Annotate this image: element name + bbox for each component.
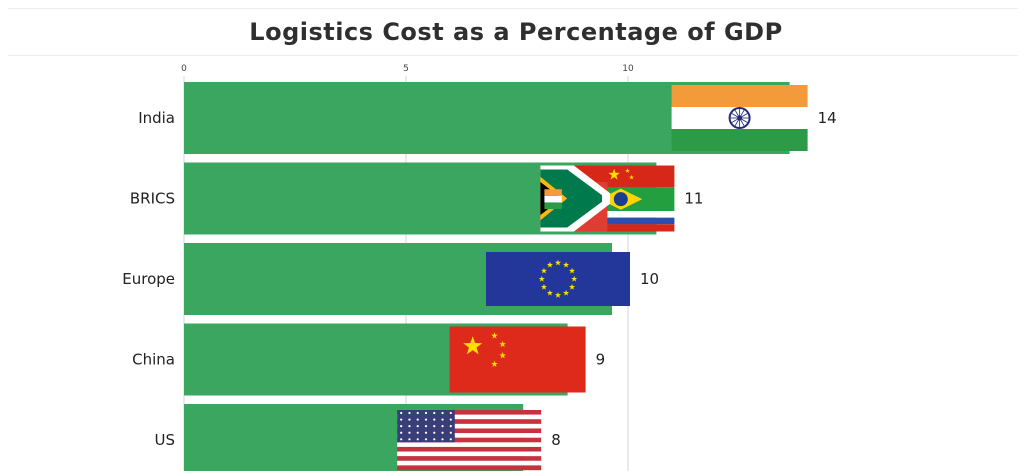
star-icon — [563, 261, 570, 268]
star-icon — [546, 261, 553, 268]
value-label: 11 — [684, 190, 703, 208]
star-icon — [608, 168, 620, 180]
chakra-icon — [728, 107, 751, 129]
star-icon — [538, 275, 545, 282]
x-tick-label: 5 — [403, 64, 409, 74]
title-bar — [8, 8, 1018, 56]
india-flag-icon — [671, 85, 808, 151]
value-label: 14 — [818, 109, 837, 127]
star-icon — [499, 352, 506, 359]
category-label: BRICS — [130, 190, 175, 208]
bar-group: India 14 — [138, 82, 837, 154]
china-flag-icon — [449, 326, 586, 393]
brics-flag-icon — [540, 165, 675, 232]
x-tick-label: 10 — [622, 64, 634, 74]
bar-group: China 9 — [132, 323, 606, 396]
star-icon — [571, 275, 578, 282]
star-icon — [463, 336, 483, 355]
category-label: Europe — [122, 270, 175, 288]
eu-flag-icon — [486, 252, 630, 306]
star-icon — [563, 289, 570, 296]
star-icon — [568, 267, 576, 274]
star-icon — [554, 292, 562, 298]
star-icon — [491, 332, 498, 339]
us-flag-icon — [397, 410, 542, 471]
category-label: US — [154, 431, 175, 449]
bar-group: US 8 — [154, 404, 561, 471]
chart-title: Logistics Cost as a Percentage of GDP — [249, 18, 783, 46]
category-label: India — [138, 109, 175, 127]
star-icon — [568, 283, 576, 290]
star-icon — [625, 168, 630, 173]
category-label: China — [132, 351, 175, 369]
value-label: 8 — [551, 431, 561, 449]
star-icon — [491, 360, 498, 367]
value-label: 10 — [640, 270, 659, 288]
star-icon — [540, 283, 548, 290]
value-label: 9 — [596, 351, 606, 369]
bar-group: BRICS 11 — [130, 162, 703, 235]
star-icon — [540, 267, 548, 274]
star-icon — [499, 340, 506, 348]
x-tick-label: 0 — [181, 64, 187, 74]
bar-group: Europe 10 — [122, 243, 659, 315]
star-icon — [629, 174, 634, 180]
star-icon — [546, 289, 553, 296]
star-icon — [554, 259, 562, 266]
